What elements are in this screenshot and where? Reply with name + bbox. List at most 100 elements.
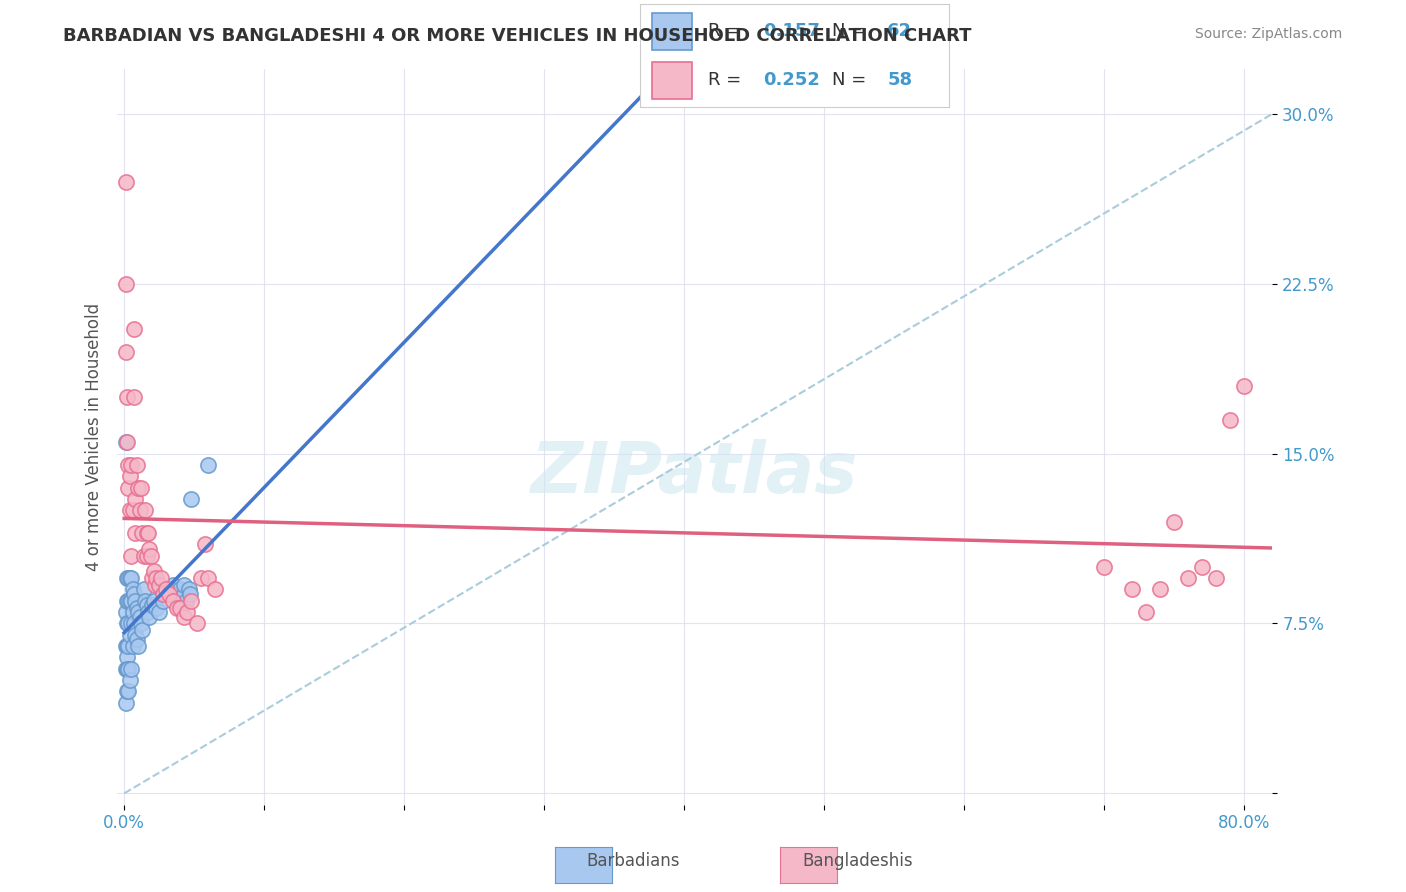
Text: 62: 62 [887,22,912,40]
Point [115,390,138,404]
Point [148,605,170,619]
Point [166,600,188,615]
Point [118,594,141,608]
Point [117,616,139,631]
Point [143,578,166,592]
Point [120,458,142,472]
Text: 58: 58 [887,71,912,89]
Point [118,469,141,483]
Point [117,594,139,608]
Text: 0.252: 0.252 [763,71,820,89]
Point [159,582,181,597]
Point [120,662,142,676]
Point [118,571,141,585]
Point [152,594,174,608]
Point [117,662,139,676]
Point [118,503,141,517]
Point [1092,559,1115,574]
Point [1219,412,1241,426]
Point [190,571,212,585]
Point [122,390,145,404]
Point [162,594,184,608]
Point [118,673,141,687]
Point [122,322,145,336]
Point [124,491,146,506]
Point [131,624,153,638]
Point [125,600,148,615]
Point [117,481,139,495]
Point [174,594,197,608]
Point [179,587,201,601]
Point [115,435,138,450]
Point [120,571,142,585]
Point [132,549,155,563]
Bar [652,62,692,99]
Point [204,582,226,597]
Text: R =: R = [707,71,752,89]
Point [125,632,148,647]
Point [148,578,170,592]
Point [134,503,156,517]
Point [125,458,148,472]
Point [139,549,162,563]
Point [180,491,202,506]
Text: 0.157: 0.157 [763,22,820,40]
Point [131,525,153,540]
Point [180,594,202,608]
Point [114,696,136,710]
Point [166,587,188,601]
Point [142,594,165,608]
Point [173,609,195,624]
Point [117,684,139,698]
Text: ZIPatlas: ZIPatlas [531,439,859,508]
Point [136,525,159,540]
Point [1205,571,1227,585]
Point [118,628,141,642]
Point [122,616,145,631]
Point [128,609,150,624]
Text: Barbadians: Barbadians [586,852,679,870]
Point [1177,571,1199,585]
Point [135,525,157,540]
Point [114,639,136,653]
Point [114,662,136,676]
Point [177,582,200,597]
Point [114,435,136,450]
Point [115,662,138,676]
Point [132,582,155,597]
Point [169,600,191,615]
Point [114,175,136,189]
Point [129,481,152,495]
Point [142,565,165,579]
Point [194,537,217,551]
Point [127,605,149,619]
Point [186,616,208,631]
Point [1149,582,1171,597]
Point [172,589,194,603]
Text: BARBADIAN VS BANGLADESHI 4 OR MORE VEHICLES IN HOUSEHOLD CORRELATION CHART: BARBADIAN VS BANGLADESHI 4 OR MORE VEHIC… [63,27,972,45]
Point [115,616,138,631]
Point [197,571,219,585]
Point [162,578,184,592]
Point [117,639,139,653]
Point [176,605,198,619]
Point [127,481,149,495]
Point [121,503,143,517]
Point [114,277,136,291]
Y-axis label: 4 or more Vehicles in Household: 4 or more Vehicles in Household [86,302,103,571]
Point [135,599,157,613]
Point [152,587,174,601]
Point [120,549,142,563]
Point [138,609,160,624]
Point [115,594,138,608]
Point [155,582,177,597]
Point [114,344,136,359]
Point [141,599,163,613]
Point [1191,559,1213,574]
Point [121,582,143,597]
Point [117,458,139,472]
Point [141,571,163,585]
Text: Bangladeshis: Bangladeshis [803,852,912,870]
Point [157,587,180,601]
Point [138,541,160,556]
